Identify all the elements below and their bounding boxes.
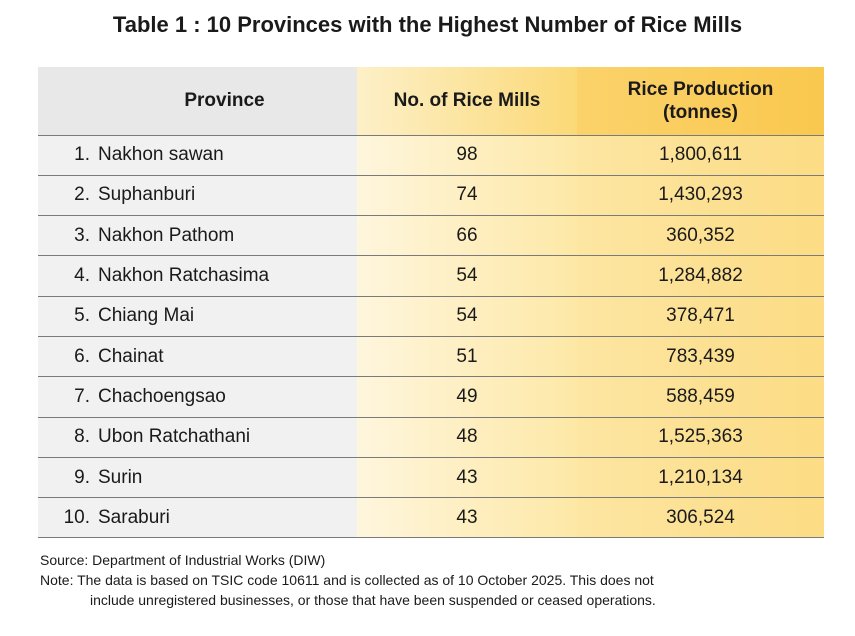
rice-production-value: 360,352: [577, 215, 824, 256]
province-cell: 7. Chachoengsao: [38, 376, 357, 418]
province-name: Ubon Ratchathani: [98, 426, 251, 448]
province-cell: 4. Nakhon Ratchasima: [38, 255, 357, 297]
source-text: Source: Department of Industrial Works (…: [40, 552, 326, 568]
table-row: 1. Nakhon sawan 98 1,800,611: [38, 134, 824, 176]
table-row: 5. Chiang Mai 54 378,471: [38, 295, 824, 337]
header-province: Province: [38, 67, 357, 135]
rank-number: 9.: [74, 466, 90, 488]
rank-number: 10.: [63, 506, 90, 528]
header-rice-mills: No. of Rice Mills: [357, 67, 577, 135]
rice-mills-count: 74: [357, 174, 577, 216]
province-cell: 10. Saraburi: [38, 497, 357, 539]
table-row: 2. Suphanburi 74 1,430,293: [38, 174, 824, 216]
rice-mills-count: 51: [357, 335, 577, 377]
rice-mills-count: 49: [357, 376, 577, 418]
province-name: Chachoengsao: [98, 385, 226, 407]
rice-mills-count: 98: [357, 134, 577, 176]
table-row: 8. Ubon Ratchathani 48 1,525,363: [38, 416, 824, 458]
rank-number: 7.: [74, 385, 90, 407]
province-name: Surin: [98, 466, 143, 488]
province-name: Nakhon Ratchasima: [98, 265, 270, 287]
header-production-line1: Rice Production: [627, 78, 774, 100]
rank-number: 1.: [74, 144, 90, 166]
rice-production-value: 1,284,882: [577, 255, 824, 297]
table-row: 10. Saraburi 43 306,524: [38, 497, 824, 539]
province-name: Saraburi: [98, 506, 170, 528]
province-cell: 8. Ubon Ratchathani: [38, 416, 357, 458]
rice-production-value: 783,439: [577, 335, 824, 377]
table-row: 6. Chainat 51 783,439: [38, 335, 824, 377]
rice-mills-count: 43: [357, 456, 577, 498]
province-cell: 5. Chiang Mai: [38, 295, 357, 337]
rice-production-value: 588,459: [577, 376, 824, 418]
rank-number: 3.: [74, 224, 90, 246]
rice-mills-count: 66: [357, 215, 577, 256]
header-production-line2: (tonnes): [663, 101, 738, 123]
province-name: Chiang Mai: [98, 305, 195, 327]
rank-number: 2.: [74, 184, 90, 206]
province-name: Nakhon sawan: [98, 144, 224, 166]
table-row: 9. Surin 43 1,210,134: [38, 456, 824, 498]
rice-mills-table: Province No. of Rice Mills Rice Producti…: [38, 67, 824, 539]
rice-production-value: 1,210,134: [577, 456, 824, 498]
province-name: Nakhon Pathom: [98, 224, 235, 246]
rice-mills-count: 48: [357, 416, 577, 458]
table-row: 7. Chachoengsao 49 588,459: [38, 376, 824, 418]
table-row: 3. Nakhon Pathom 66 360,352: [38, 215, 824, 256]
province-cell: 2. Suphanburi: [38, 174, 357, 216]
rice-mills-count: 43: [357, 497, 577, 539]
rice-production-value: 1,525,363: [577, 416, 824, 458]
rank-number: 4.: [74, 265, 90, 287]
province-name: Suphanburi: [98, 184, 196, 206]
province-name: Chainat: [98, 345, 164, 367]
rank-number: 8.: [74, 426, 90, 448]
table-notes: Source: Department of Industrial Works (…: [40, 550, 830, 610]
table-row: 4. Nakhon Ratchasima 54 1,284,882: [38, 255, 824, 297]
header-rice-production: Rice Production (tonnes): [577, 67, 824, 135]
province-cell: 1. Nakhon sawan: [38, 134, 357, 176]
rank-number: 6.: [74, 345, 90, 367]
rice-production-value: 378,471: [577, 295, 824, 337]
province-cell: 3. Nakhon Pathom: [38, 215, 357, 256]
table-header-row: Province No. of Rice Mills Rice Producti…: [38, 67, 824, 135]
table-title: Table 1 : 10 Provinces with the Highest …: [112, 12, 743, 37]
note-text-line1: Note: The data is based on TSIC code 106…: [40, 572, 654, 588]
rank-number: 5.: [74, 305, 90, 327]
province-cell: 9. Surin: [38, 456, 357, 498]
rice-production-value: 306,524: [577, 497, 824, 539]
note-text-line2: include unregistered businesses, or thos…: [90, 592, 656, 608]
rice-production-value: 1,430,293: [577, 174, 824, 216]
province-cell: 6. Chainat: [38, 335, 357, 377]
rice-production-value: 1,800,611: [577, 134, 824, 176]
rice-mills-count: 54: [357, 255, 577, 297]
rice-mills-count: 54: [357, 295, 577, 337]
